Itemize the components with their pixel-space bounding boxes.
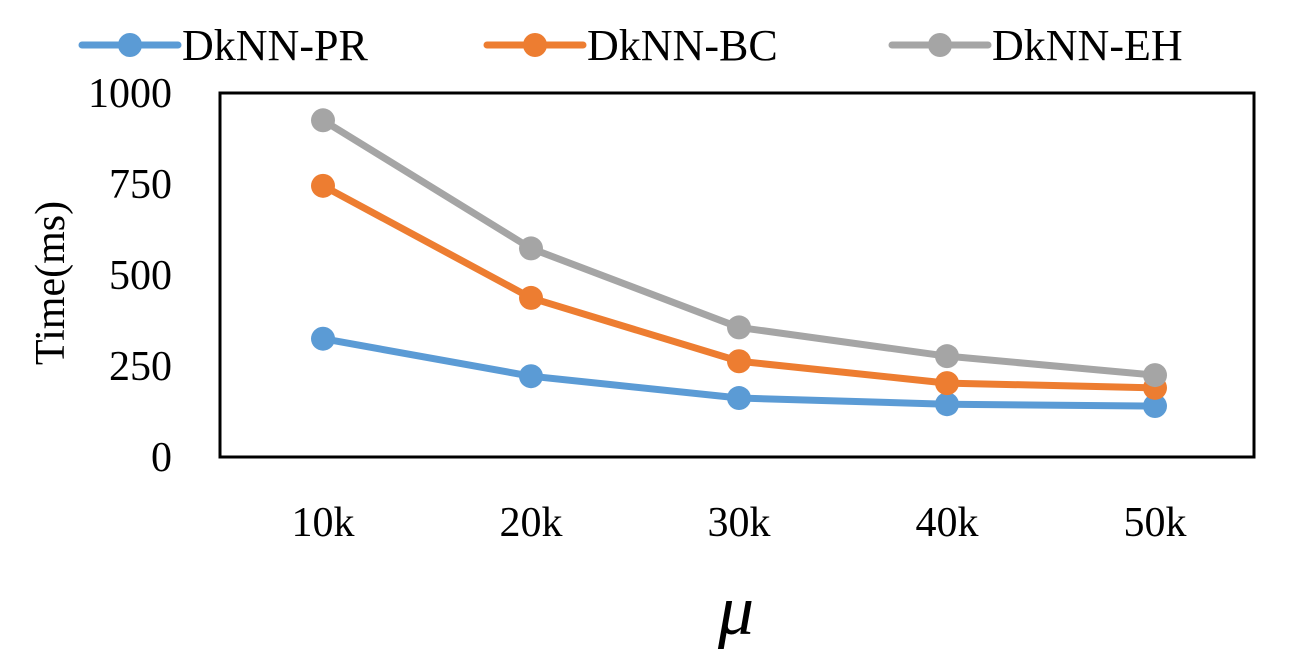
data-point [727, 386, 751, 411]
legend-entry: DkNN-BC [483, 21, 778, 70]
data-point [727, 349, 751, 374]
series-layer [311, 108, 1167, 419]
data-point [935, 392, 959, 417]
data-point [727, 315, 751, 340]
data-point [311, 173, 335, 198]
x-tick-label: 40k [916, 500, 979, 546]
series-dknn-pr [311, 326, 1167, 419]
legend-entry: DkNN-EH [888, 21, 1183, 70]
data-point [519, 236, 543, 261]
plot-area-frame [218, 91, 1256, 459]
legend-entry: DkNN-PR [78, 21, 368, 70]
legend-marker [928, 33, 952, 57]
x-tick-label: 20k [500, 500, 563, 546]
y-tick-label: 1000 [88, 71, 172, 117]
y-axis-label: Time(ms) [28, 201, 74, 365]
y-axis-ticks: 0 250 500 750 1000 [88, 71, 172, 481]
legend-marker [523, 33, 547, 57]
data-point [935, 344, 959, 369]
data-point [519, 285, 543, 310]
legend-label: DkNN-EH [992, 21, 1183, 70]
y-tick-label: 750 [109, 162, 172, 208]
legend-label: DkNN-BC [587, 21, 778, 70]
x-axis-ticks: 10k 20k 30k 40k 50k [292, 500, 1187, 546]
x-tick-label: 30k [708, 500, 771, 546]
data-point [1143, 394, 1167, 419]
data-point [519, 364, 543, 389]
y-tick-label: 250 [109, 344, 172, 390]
data-point [311, 108, 335, 133]
data-point [311, 326, 335, 351]
x-tick-label: 50k [1124, 500, 1187, 546]
y-tick-label: 500 [109, 253, 172, 299]
legend: DkNN-PR DkNN-BC DkNN-EH [78, 21, 1183, 70]
series-dknn-eh [311, 108, 1167, 388]
legend-label: DkNN-PR [182, 21, 368, 70]
series-dknn-bc [311, 173, 1167, 400]
x-tick-label: 10k [292, 500, 355, 546]
data-point [1143, 363, 1167, 388]
y-tick-label: 0 [151, 435, 172, 481]
data-point [935, 371, 959, 396]
legend-marker [118, 33, 142, 57]
x-axis-label: μ [717, 570, 754, 649]
